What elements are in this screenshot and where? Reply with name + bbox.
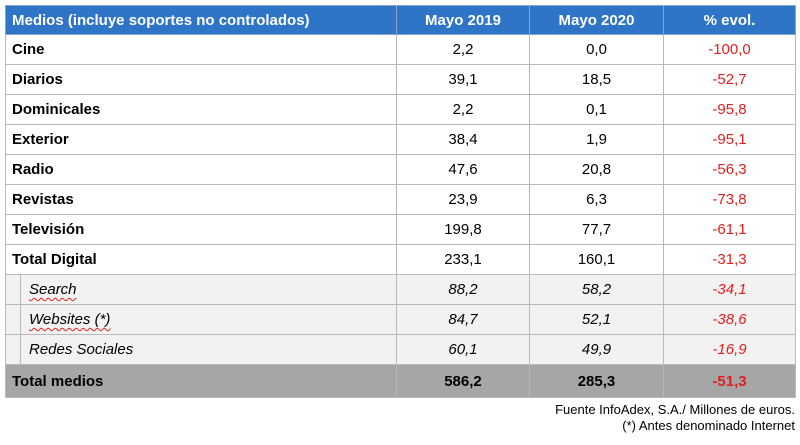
table-subrow-websites: Websites (*) 84,7 52,1 -38,6 bbox=[5, 304, 796, 335]
value-evol: -56,3 bbox=[663, 154, 796, 185]
value-evol: -95,8 bbox=[663, 94, 796, 125]
table-row-total-medios: Total medios 586,2 285,3 -51,3 bbox=[5, 364, 796, 398]
row-label: Total Digital bbox=[5, 244, 397, 275]
value-2019: 2,2 bbox=[396, 34, 530, 65]
row-label: Radio bbox=[5, 154, 397, 185]
source-note: Fuente InfoAdex, S.A./ Millones de euros… bbox=[555, 402, 795, 417]
table-row-radio: Radio 47,6 20,8 -56,3 bbox=[5, 154, 796, 185]
table-row-television: Televisión 199,8 77,7 -61,1 bbox=[5, 214, 796, 245]
header-mayo-2019: Mayo 2019 bbox=[396, 5, 530, 35]
subrow-label-text: Redes Sociales bbox=[29, 341, 134, 358]
value-2020: 160,1 bbox=[529, 244, 664, 275]
value-evol: -52,7 bbox=[663, 64, 796, 95]
table-row-diarios: Diarios 39,1 18,5 -52,7 bbox=[5, 64, 796, 95]
header-mayo-2020: Mayo 2020 bbox=[529, 5, 664, 35]
table-row-exterior: Exterior 38,4 1,9 -95,1 bbox=[5, 124, 796, 155]
row-label: Total medios bbox=[5, 364, 397, 398]
value-2020: 6,3 bbox=[529, 184, 664, 215]
value-2019: 39,1 bbox=[396, 64, 530, 95]
asterisk-note: (*) Antes denominado Internet bbox=[622, 418, 795, 433]
subrow-label: Search bbox=[5, 274, 397, 305]
value-evol: -16,9 bbox=[663, 334, 796, 365]
value-2020: 58,2 bbox=[529, 274, 664, 305]
subrow-label: Redes Sociales bbox=[5, 334, 397, 365]
value-evol: -31,3 bbox=[663, 244, 796, 275]
value-2019: 88,2 bbox=[396, 274, 530, 305]
row-label: Diarios bbox=[5, 64, 397, 95]
table-row-cine: Cine 2,2 0,0 -100,0 bbox=[5, 34, 796, 65]
row-label: Dominicales bbox=[5, 94, 397, 125]
value-2020: 20,8 bbox=[529, 154, 664, 185]
value-2019: 38,4 bbox=[396, 124, 530, 155]
table-row-dominicales: Dominicales 2,2 0,1 -95,8 bbox=[5, 94, 796, 125]
value-2020: 0,0 bbox=[529, 34, 664, 65]
value-2020: 1,9 bbox=[529, 124, 664, 155]
value-2020: 285,3 bbox=[529, 364, 664, 398]
subrow-label-text: Websites (*) bbox=[29, 311, 111, 328]
row-label: Televisión bbox=[5, 214, 397, 245]
value-2019: 233,1 bbox=[396, 244, 530, 275]
value-2020: 52,1 bbox=[529, 304, 664, 335]
value-evol: -61,1 bbox=[663, 214, 796, 245]
value-evol: -73,8 bbox=[663, 184, 796, 215]
table-row-revistas: Revistas 23,9 6,3 -73,8 bbox=[5, 184, 796, 215]
media-investment-table-container: Medios (incluye soportes no controlados)… bbox=[5, 5, 796, 434]
value-2019: 586,2 bbox=[396, 364, 530, 398]
media-investment-table: Medios (incluye soportes no controlados)… bbox=[5, 5, 796, 398]
value-evol: -34,1 bbox=[663, 274, 796, 305]
table-header-row: Medios (incluye soportes no controlados)… bbox=[5, 5, 796, 35]
value-2019: 60,1 bbox=[396, 334, 530, 365]
value-evol: -95,1 bbox=[663, 124, 796, 155]
value-2020: 0,1 bbox=[529, 94, 664, 125]
table-subrow-redes-sociales: Redes Sociales 60,1 49,9 -16,9 bbox=[5, 334, 796, 365]
table-row-total-digital: Total Digital 233,1 160,1 -31,3 bbox=[5, 244, 796, 275]
value-2020: 18,5 bbox=[529, 64, 664, 95]
value-2020: 49,9 bbox=[529, 334, 664, 365]
value-2019: 199,8 bbox=[396, 214, 530, 245]
table-subrow-search: Search 88,2 58,2 -34,1 bbox=[5, 274, 796, 305]
row-label: Exterior bbox=[5, 124, 397, 155]
value-evol: -100,0 bbox=[663, 34, 796, 65]
value-2019: 23,9 bbox=[396, 184, 530, 215]
row-label: Cine bbox=[5, 34, 397, 65]
value-2020: 77,7 bbox=[529, 214, 664, 245]
value-evol: -38,6 bbox=[663, 304, 796, 335]
header-evol: % evol. bbox=[663, 5, 796, 35]
value-2019: 47,6 bbox=[396, 154, 530, 185]
table-footer: Fuente InfoAdex, S.A./ Millones de euros… bbox=[5, 402, 795, 434]
header-medios: Medios (incluye soportes no controlados) bbox=[5, 5, 397, 35]
row-label: Revistas bbox=[5, 184, 397, 215]
value-2019: 2,2 bbox=[396, 94, 530, 125]
subrow-label: Websites (*) bbox=[5, 304, 397, 335]
subrow-label-text: Search bbox=[29, 281, 77, 298]
value-evol: -51,3 bbox=[663, 364, 796, 398]
value-2019: 84,7 bbox=[396, 304, 530, 335]
